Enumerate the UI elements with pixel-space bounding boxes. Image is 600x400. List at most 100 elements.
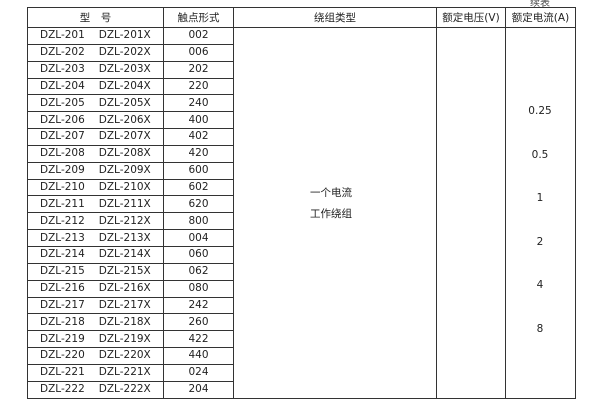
model-cell: DZL-212 DZL-212X xyxy=(27,212,164,231)
model-number: DZL-214 xyxy=(40,248,85,261)
table-row: DZL-209 DZL-209X 600 xyxy=(27,161,576,180)
model-number: DZL-222 xyxy=(40,383,85,396)
table-row: DZL-213 DZL-213X 004 xyxy=(27,229,576,247)
model-number: DZL-220 xyxy=(40,349,85,362)
contact-form-cell: 422 xyxy=(163,330,234,349)
model-cell: DZL-211 DZL-211X xyxy=(27,195,164,214)
table-row: DZL-214 DZL-214X 060 xyxy=(27,245,576,264)
model-number: DZL-221 xyxy=(40,366,85,379)
model-number-x: DZL-222X xyxy=(98,383,151,396)
model-number: DZL-205 xyxy=(40,96,85,109)
contact-form-cell: 400 xyxy=(163,111,234,130)
model-number-x: DZL-221X xyxy=(98,366,151,379)
header-cell: 触点形式 xyxy=(163,7,234,28)
model-cell: DZL-208 DZL-208X xyxy=(27,144,164,163)
model-number-x: DZL-208X xyxy=(98,147,151,160)
table-row: DZL-217 DZL-217X 242 xyxy=(27,296,576,315)
table-row: DZL-204 DZL-204X 220 xyxy=(27,77,576,96)
table-row: DZL-201 DZL-201X 002 xyxy=(27,27,576,399)
model-number-x: DZL-206X xyxy=(98,113,151,126)
model-number-x: DZL-218X xyxy=(98,315,151,328)
model-number-x: DZL-210X xyxy=(98,181,151,194)
contact-form-cell: 062 xyxy=(163,262,234,281)
contact-form-cell: 440 xyxy=(163,347,234,365)
contact-form-cell: 024 xyxy=(163,363,234,382)
contact-form-cell: 602 xyxy=(163,178,234,197)
contact-form-cell: 240 xyxy=(163,94,234,113)
model-cell: DZL-205 DZL-205X xyxy=(27,94,164,113)
rated-voltage-cell xyxy=(436,27,506,399)
rated-current-value: 8 xyxy=(536,323,544,335)
contact-form-cell: 220 xyxy=(163,77,234,96)
winding-type-cell xyxy=(233,27,437,399)
rated-current-value: 0.5 xyxy=(531,148,549,161)
table-row: DZL-222 DZL-222X 204 xyxy=(27,380,576,399)
header-cell: 额定电流(A) xyxy=(505,7,576,28)
model-cell: DZL-214 DZL-214X xyxy=(27,245,164,264)
model-number: DZL-206 xyxy=(40,113,85,126)
contact-form-cell: 420 xyxy=(163,144,234,163)
table-row: DZL-221 DZL-221X 024 xyxy=(27,363,576,382)
model-number: DZL-218 xyxy=(40,315,85,328)
model-number: DZL-203 xyxy=(40,63,85,76)
rated-current-value: 0.25 xyxy=(528,105,552,117)
contact-form-cell: 002 xyxy=(163,27,234,45)
winding-type-line: 一个电流 xyxy=(310,187,352,199)
model-cell: DZL-210 DZL-210X xyxy=(27,178,164,197)
continued-label: 续表 xyxy=(530,0,550,9)
model-cell: DZL-222 DZL-222X xyxy=(27,380,164,399)
model-number: DZL-219 xyxy=(40,332,85,345)
model-number-x: DZL-219X xyxy=(98,332,151,345)
model-number: DZL-204 xyxy=(40,79,85,92)
model-number-x: DZL-213X xyxy=(98,231,151,244)
model-number: DZL-213 xyxy=(40,231,85,244)
contact-form-cell: 800 xyxy=(163,212,234,231)
model-number: DZL-215 xyxy=(40,265,85,278)
model-number-x: DZL-212X xyxy=(98,214,151,227)
contact-form-cell: 600 xyxy=(163,161,234,180)
model-number: DZL-217 xyxy=(40,298,85,311)
model-number: DZL-207 xyxy=(40,130,85,143)
rated-current-cell xyxy=(505,27,576,399)
model-number-x: DZL-205X xyxy=(98,96,151,109)
contact-form-cell: 006 xyxy=(163,43,234,62)
winding-type-line: 工作绕组 xyxy=(310,208,352,220)
model-number-x: DZL-204X xyxy=(98,79,151,92)
model-number-x: DZL-211X xyxy=(98,197,151,210)
model-number-x: DZL-209X xyxy=(98,164,151,177)
table-row: DZL-208 DZL-208X 420 xyxy=(27,144,576,163)
model-cell: DZL-204 DZL-204X xyxy=(27,77,164,96)
model-cell: DZL-217 DZL-217X xyxy=(27,296,164,315)
model-number-x: DZL-214X xyxy=(98,248,151,261)
contact-form-cell: 204 xyxy=(163,380,234,399)
contact-form-cell: 004 xyxy=(163,229,234,247)
model-number-x: DZL-203X xyxy=(98,63,151,76)
table-row: DZL-216 DZL-216X 080 xyxy=(27,279,576,298)
table-row: DZL-202 DZL-202X 006 xyxy=(27,43,576,62)
contact-form-cell: 260 xyxy=(163,313,234,332)
model-number-x: DZL-201X xyxy=(98,29,151,42)
rated-current-value: 4 xyxy=(536,279,544,292)
model-number: DZL-201 xyxy=(40,29,85,42)
header-cell: 额定电压(V) xyxy=(436,7,506,28)
model-number: DZL-212 xyxy=(40,214,85,227)
model-number-x: DZL-207X xyxy=(98,130,151,143)
model-cell: DZL-215 DZL-215X xyxy=(27,262,164,281)
model-cell: DZL-203 DZL-203X xyxy=(27,60,164,79)
table-row: DZL-212 DZL-212X 800 xyxy=(27,212,576,231)
rated-current-value: 1 xyxy=(536,192,544,205)
model-cell: DZL-209 DZL-209X xyxy=(27,161,164,180)
model-cell: DZL-201 DZL-201X xyxy=(27,27,164,45)
model-cell: DZL-202 DZL-202X xyxy=(27,43,164,62)
model-cell: DZL-221 DZL-221X xyxy=(27,363,164,382)
contact-form-cell: 242 xyxy=(163,296,234,315)
model-number-x: DZL-215X xyxy=(98,265,151,278)
contact-form-cell: 080 xyxy=(163,279,234,298)
table-row: DZL-220 DZL-220X 440 xyxy=(27,347,576,365)
rated-current-value: 2 xyxy=(536,235,544,248)
model-number: DZL-211 xyxy=(40,197,85,210)
contact-form-cell: 202 xyxy=(163,60,234,79)
model-cell: DZL-220 DZL-220X xyxy=(27,347,164,365)
model-number-x: DZL-202X xyxy=(98,46,151,59)
model-cell: DZL-219 DZL-219X xyxy=(27,330,164,349)
